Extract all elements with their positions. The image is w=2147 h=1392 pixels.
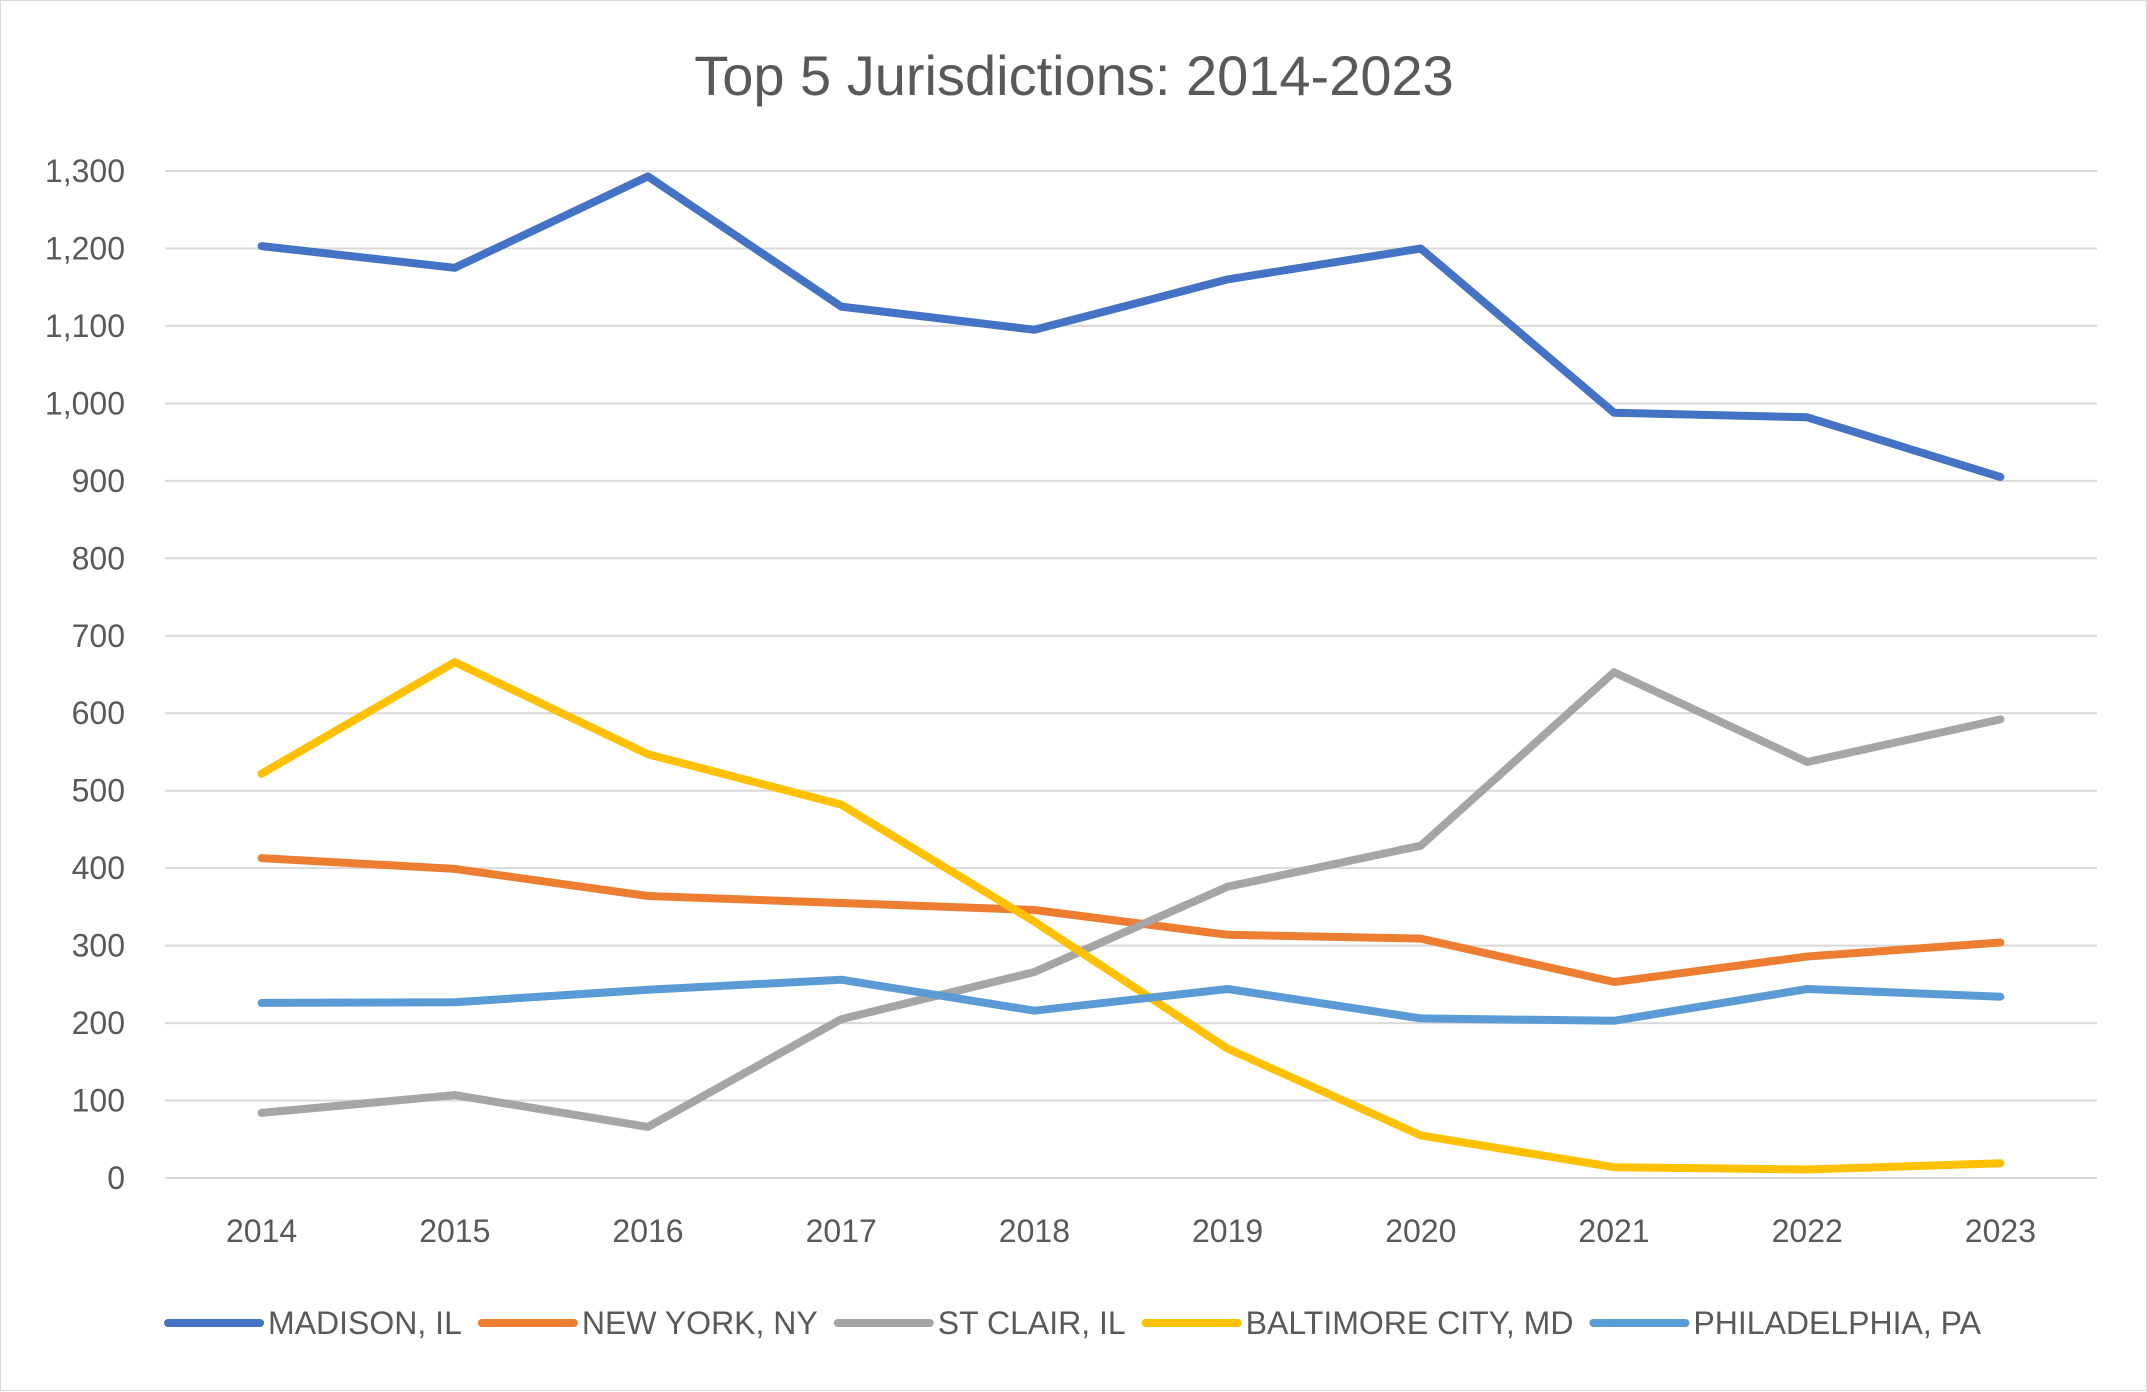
x-tick-label: 2021	[1578, 1213, 1649, 1249]
y-tick-label: 1,100	[45, 308, 125, 344]
series-line	[257, 668, 2005, 1131]
y-tick-label: 1,300	[45, 153, 125, 189]
y-tick-label: 600	[72, 695, 125, 731]
legend-label: ST CLAIR, IL	[938, 1305, 1126, 1341]
y-tick-label: 100	[72, 1083, 125, 1119]
legend-item: PHILADELPHIA, PA	[1589, 1305, 1982, 1341]
x-tick-label: 2022	[1772, 1213, 1843, 1249]
x-tick-label: 2018	[999, 1213, 1070, 1249]
x-tick-label: 2014	[226, 1213, 297, 1249]
series-line	[257, 975, 2005, 1025]
y-tick-label: 0	[107, 1160, 125, 1196]
y-tick-label: 500	[72, 773, 125, 809]
x-tick-label: 2017	[806, 1213, 877, 1249]
x-axis-tick-labels: 2014 2015 2016 2017 2018 2019 2020 2021 2022 2023	[226, 1213, 2036, 1249]
y-tick-label: 900	[72, 463, 125, 499]
x-tick-label: 2015	[419, 1213, 490, 1249]
y-tick-label: 300	[72, 928, 125, 964]
y-tick-label: 800	[72, 540, 125, 576]
legend-item: ST CLAIR, IL	[833, 1305, 1126, 1341]
gridlines	[165, 170, 2097, 1179]
legend-label: NEW YORK, NY	[582, 1305, 818, 1341]
series-line	[257, 658, 2005, 1174]
legend-label: MADISON, IL	[268, 1305, 462, 1341]
legend-label: PHILADELPHIA, PA	[1693, 1305, 1981, 1341]
y-tick-label: 1,200	[45, 230, 125, 266]
series-line	[257, 172, 2005, 481]
chart-title: Top 5 Jurisdictions: 2014-2023	[694, 44, 1454, 107]
y-axis-tick-labels: 0 100 200 300 400 500 600 700 800 900 1,000 1,100 1,…	[45, 153, 125, 1196]
series-lines	[257, 172, 2005, 1174]
y-tick-label: 700	[72, 618, 125, 654]
series-line	[257, 854, 2005, 986]
legend-label: BALTIMORE CITY, MD	[1246, 1305, 1574, 1341]
y-tick-label: 400	[72, 850, 125, 886]
y-tick-label: 200	[72, 1005, 125, 1041]
x-tick-label: 2020	[1385, 1213, 1456, 1249]
x-tick-label: 2016	[612, 1213, 683, 1249]
legend: MADISON, IL NEW YORK, NY ST CLAIR, IL BALTI…	[164, 1305, 1982, 1341]
legend-item: NEW YORK, NY	[477, 1305, 818, 1341]
x-tick-label: 2019	[1192, 1213, 1263, 1249]
x-tick-label: 2023	[1965, 1213, 2036, 1249]
legend-item: BALTIMORE CITY, MD	[1141, 1305, 1574, 1341]
legend-item: MADISON, IL	[164, 1305, 462, 1341]
y-tick-label: 1,000	[45, 385, 125, 421]
